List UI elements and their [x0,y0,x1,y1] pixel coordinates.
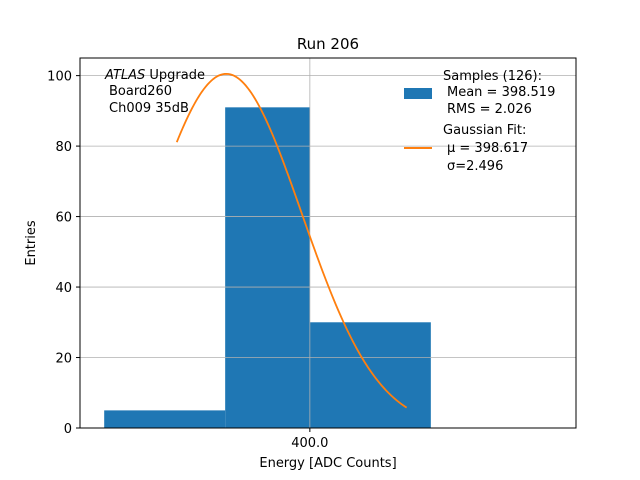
y-tick-label-3: 60 [55,211,72,226]
legend-samples-mean: Mean = 398.519 [447,85,555,100]
plot-frame [79,57,577,429]
annotation-line-2: Board260 [109,84,172,99]
y-tick-label-0: 0 [64,422,72,437]
legend-samples-rms: RMS = 2.026 [447,102,532,117]
chart-title: Run 206 [297,35,359,53]
run-annotation: ATLAS Upgrade Board260 Ch009 35dB [104,68,205,116]
histogram-bar-1 [225,107,310,428]
y-tick-label-1: 20 [55,352,72,367]
gaussian-fit-curve [175,72,408,409]
y-tick-label-5: 100 [47,70,72,85]
legend-samples-swatch [404,88,432,99]
annotation-line-3: Ch009 35dB [109,101,189,116]
annotation-line-1: ATLAS Upgrade [104,68,205,83]
y-tick-label-2: 40 [55,281,72,296]
fit-curve-layer [175,72,408,409]
histogram-bars [104,107,431,428]
legend-fit-mu: μ = 398.617 [447,141,528,156]
legend-samples-title: Samples (126): [443,69,542,84]
legend-fit-sigma: σ=2.496 [447,159,503,174]
x-axis-label: Energy [ADC Counts] [259,456,396,471]
axis-ticks: 0 20 40 60 80 100 400.0 [47,70,328,451]
annotation-upgrade: Upgrade [145,68,205,83]
legend-fit-title: Gaussian Fit: [443,123,526,138]
histogram-bar-0 [104,410,226,428]
annotation-atlas: ATLAS [104,68,145,83]
y-axis-label: Entries [24,220,39,266]
histogram-bar-2 [309,322,431,428]
y-tick-label-4: 80 [55,140,72,155]
legend: Samples (126): Mean = 398.519 RMS = 2.02… [404,69,555,174]
x-tick-label-0: 400.0 [291,436,328,451]
